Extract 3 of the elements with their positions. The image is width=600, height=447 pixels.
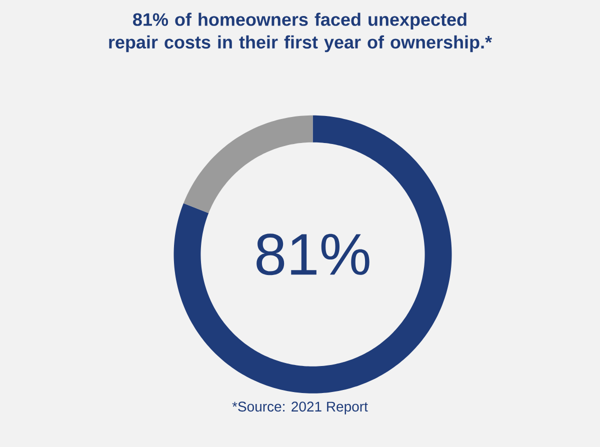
text: *Source: 2021 Report: [232, 402, 368, 414]
data-label: 81%: [256, 234, 370, 276]
chart-title: 81% of homeowners faced unexpected repair costs in their first year of ownership.*: [109, 12, 492, 52]
